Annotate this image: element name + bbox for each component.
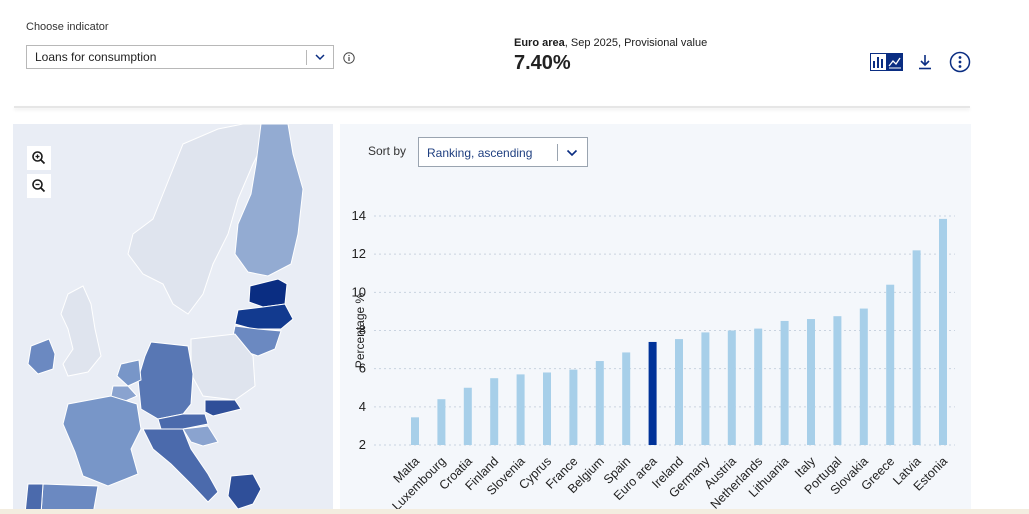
y-tick-label: 10 bbox=[352, 284, 366, 299]
map-region-ireland[interactable] bbox=[27, 338, 56, 375]
bar bbox=[516, 374, 525, 445]
map-region-greece[interactable] bbox=[227, 473, 262, 510]
bar bbox=[727, 330, 736, 445]
headline-value: 7.40% bbox=[514, 52, 571, 74]
headline-region: Euro area bbox=[514, 37, 565, 49]
y-tick-label: 14 bbox=[352, 208, 366, 223]
bar bbox=[595, 361, 604, 445]
bar bbox=[939, 218, 947, 445]
map-region-france[interactable] bbox=[62, 395, 142, 487]
map-region-italy[interactable] bbox=[142, 428, 219, 503]
indicator-dropdown[interactable]: Loans for consumption bbox=[26, 45, 334, 69]
bar bbox=[701, 332, 710, 445]
y-axis-label: Percentage % bbox=[353, 292, 367, 368]
zoom-in-icon[interactable] bbox=[27, 146, 51, 170]
bar bbox=[648, 341, 657, 445]
chevron-down-icon[interactable] bbox=[565, 146, 579, 160]
bar bbox=[675, 339, 683, 445]
map-region-scandinavia[interactable] bbox=[127, 124, 274, 315]
zoom-in-button[interactable] bbox=[27, 146, 51, 170]
bar bbox=[490, 378, 499, 445]
sort-selected: Ranking, ascending bbox=[427, 146, 533, 160]
headline-caption: Euro area, Sep 2025, Provisional value bbox=[514, 37, 707, 49]
bar bbox=[859, 308, 868, 445]
header: Choose indicator Loans for consumption E… bbox=[0, 0, 972, 108]
bar bbox=[622, 352, 631, 445]
bar bbox=[833, 316, 842, 445]
bar bbox=[411, 417, 419, 445]
choropleth-map[interactable] bbox=[13, 124, 333, 514]
bar bbox=[543, 372, 551, 445]
sort-label: Sort by bbox=[368, 144, 407, 158]
y-tick-label: 8 bbox=[359, 323, 366, 338]
bar bbox=[463, 387, 472, 445]
bar bbox=[886, 284, 895, 445]
map-canvas[interactable] bbox=[13, 124, 333, 514]
y-tick-label: 12 bbox=[352, 246, 366, 261]
map-region-latvia[interactable] bbox=[234, 303, 294, 330]
download-icon[interactable] bbox=[916, 53, 934, 71]
map-region-croatia[interactable] bbox=[182, 425, 219, 447]
dropdown-separator bbox=[557, 144, 558, 161]
map-region-netherlands[interactable] bbox=[116, 359, 142, 387]
zoom-out-button[interactable] bbox=[27, 174, 51, 198]
map-region-uk[interactable] bbox=[60, 285, 102, 377]
line-chart-icon[interactable] bbox=[886, 53, 903, 71]
bar bbox=[780, 320, 789, 445]
bar bbox=[807, 319, 815, 445]
bar bbox=[754, 328, 763, 445]
chart-type-toggle[interactable] bbox=[870, 53, 903, 71]
header-divider bbox=[14, 106, 970, 108]
headline-detail: , Sep 2025, Provisional value bbox=[564, 37, 708, 49]
bottom-strip bbox=[0, 509, 1029, 514]
map-region-slovakia[interactable] bbox=[204, 399, 242, 417]
bar bbox=[437, 399, 446, 445]
y-tick-label: 6 bbox=[359, 361, 366, 376]
y-tick-label: 2 bbox=[359, 437, 366, 452]
y-tick-label: 4 bbox=[359, 399, 366, 414]
dropdown-separator bbox=[306, 50, 307, 65]
indicator-label: Choose indicator bbox=[26, 21, 109, 33]
zoom-out-icon[interactable] bbox=[27, 174, 51, 198]
bar bbox=[569, 369, 578, 445]
chevron-down-icon[interactable] bbox=[313, 50, 327, 64]
sort-dropdown[interactable]: Ranking, ascending bbox=[418, 137, 588, 167]
bar bbox=[912, 250, 921, 445]
indicator-selected: Loans for consumption bbox=[35, 50, 157, 64]
info-icon[interactable] bbox=[343, 52, 355, 64]
map-region-portugal[interactable] bbox=[24, 483, 44, 514]
bar-chart-icon[interactable] bbox=[870, 53, 887, 71]
more-options-icon[interactable] bbox=[949, 51, 971, 73]
map-region-finland[interactable] bbox=[234, 124, 304, 277]
map-region-germany[interactable] bbox=[137, 341, 194, 420]
